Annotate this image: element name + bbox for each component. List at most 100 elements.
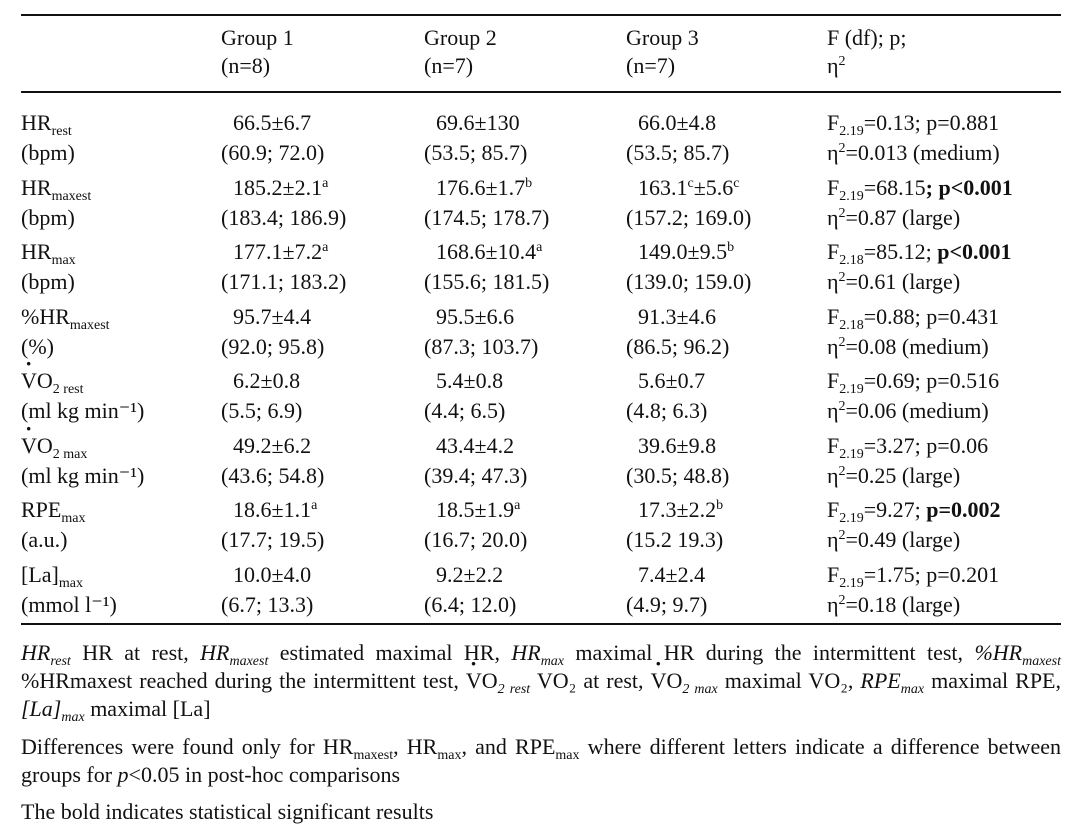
group-letter: b bbox=[716, 498, 724, 513]
eta-sup: 2 bbox=[838, 141, 846, 156]
variable-sub: maxest bbox=[51, 188, 92, 204]
variable-cell: %HRmaxest (%) bbox=[21, 302, 110, 362]
f-df: 2.19 bbox=[839, 382, 864, 397]
abbr-desc: VO₂ at rest, bbox=[530, 668, 651, 693]
group3-cell: 66.0±4.8 (53.5; 85.7) bbox=[626, 108, 729, 168]
group-letter: c bbox=[733, 175, 740, 191]
abbr-sub: rest bbox=[50, 654, 71, 669]
group-letter: b bbox=[525, 175, 533, 191]
group-ci: (30.5; 48.8) bbox=[626, 462, 730, 488]
header-n: (n=8) bbox=[221, 53, 271, 78]
bold-note: The bold indicates statistical significa… bbox=[21, 798, 1061, 826]
group-mean: 95.7±4.4 bbox=[233, 303, 312, 329]
group-ci: (171.1; 183.2) bbox=[221, 269, 347, 294]
group2-cell: 9.2±2.2 (6.4; 12.0) bbox=[424, 560, 516, 620]
f-value: =0.69; p=0.516 bbox=[863, 368, 1000, 393]
variable-sub: max bbox=[51, 253, 76, 268]
header-group-1: Group 1 (n=8) bbox=[221, 24, 294, 80]
group3-cell: 5.6±0.7 (4.8; 6.3) bbox=[626, 366, 707, 426]
group1-cell: 6.2±0.8 (5.5; 6.9) bbox=[221, 366, 302, 426]
header-group-2: Group 2 (n=7) bbox=[424, 24, 497, 80]
variable-cell: HRmax (bpm) bbox=[21, 237, 76, 297]
eta-value: =0.013 (medium) bbox=[845, 140, 1000, 165]
eta-value: =0.87 (large) bbox=[845, 204, 961, 230]
variable-name: RPE bbox=[21, 497, 62, 522]
variable-name: HR bbox=[21, 110, 52, 135]
group-mean: 39.6±9.8 bbox=[638, 432, 717, 458]
abbr-desc: estimated maximal HR, bbox=[268, 640, 512, 665]
header-label: Group 1 bbox=[221, 25, 294, 50]
abbr-term: HR bbox=[21, 640, 51, 665]
f-symbol: F bbox=[827, 303, 840, 329]
f-df: 2.19 bbox=[839, 575, 864, 591]
stats-cell: F2.19=0.13; p=0.881 η2=0.013 (medium) bbox=[827, 108, 1000, 168]
header-n: (n=7) bbox=[626, 53, 676, 78]
abbr-desc: maximal RPE, bbox=[924, 668, 1061, 693]
group3-cell: 91.3±4.6 (86.5; 96.2) bbox=[626, 302, 729, 362]
group-mean: 91.3±4.6 bbox=[638, 303, 717, 329]
eta-symbol: η bbox=[827, 140, 839, 165]
header-label: Group 3 bbox=[626, 25, 699, 50]
abbr-term: %HR bbox=[974, 640, 1023, 665]
table-row: HRmaxest (bpm) 185.2±2.1a (183.4; 186.9) 176… bbox=[21, 173, 1061, 237]
variable-cell: HRmaxest (bpm) bbox=[21, 173, 91, 233]
variable-unit: (a.u.) bbox=[21, 527, 68, 552]
p-significant: ; p<0.001 bbox=[925, 174, 1013, 200]
eta-value: =0.08 (medium) bbox=[845, 333, 989, 359]
f-df: 2.19 bbox=[839, 511, 864, 526]
group1-cell: 177.1±7.2a (171.1; 183.2) bbox=[221, 237, 346, 297]
group1-cell: 185.2±2.1a (183.4; 186.9) bbox=[221, 173, 346, 233]
variable-cell: HRrest (bpm) bbox=[21, 108, 75, 168]
p-significant: p<0.001 bbox=[937, 239, 1012, 264]
group-mean: 185.2±2.1 bbox=[233, 174, 323, 200]
group-letter: b bbox=[727, 240, 735, 255]
abbr-sub: 2 max bbox=[682, 682, 718, 697]
eta-symbol: η bbox=[827, 204, 839, 230]
group-mean: 163.1 bbox=[638, 174, 688, 200]
group-ci: (16.7; 20.0) bbox=[424, 527, 528, 552]
group-mean: 5.4±0.8 bbox=[436, 368, 504, 393]
variable-sub: max bbox=[61, 511, 86, 526]
variable-cell: RPEmax (a.u.) bbox=[21, 495, 85, 555]
note-sub: max bbox=[555, 748, 580, 763]
f-df: 2.18 bbox=[839, 253, 864, 268]
group-mean: 66.0±4.8 bbox=[638, 110, 717, 135]
group-mean: 43.4±4.2 bbox=[436, 432, 515, 458]
note-text: , HR bbox=[393, 734, 438, 759]
group-letter: a bbox=[322, 175, 329, 191]
f-value: =85.12; bbox=[863, 239, 938, 264]
note-text: , and RPE bbox=[461, 734, 556, 759]
f-symbol: F bbox=[827, 432, 840, 458]
variable-sub: max bbox=[58, 575, 83, 591]
group2-cell: 69.6±130 (53.5; 85.7) bbox=[424, 108, 527, 168]
f-df: 2.19 bbox=[839, 446, 864, 462]
abbr-desc: maximal HR during the intermittent test, bbox=[564, 640, 975, 665]
f-df: 2.19 bbox=[839, 188, 864, 204]
f-value: =0.88; p=0.431 bbox=[863, 303, 1000, 329]
abbr-term: HR bbox=[200, 640, 230, 665]
variable-name: %HR bbox=[21, 303, 70, 329]
eta-symbol: η bbox=[827, 527, 839, 552]
eta-value: =0.06 (medium) bbox=[845, 398, 989, 423]
abbr-term: HR bbox=[511, 640, 541, 665]
group-ci: (157.2; 169.0) bbox=[626, 204, 752, 230]
group-mean: 18.5±1.9 bbox=[436, 497, 515, 522]
note-sub: maxest bbox=[353, 748, 394, 763]
group-ci: (43.6; 54.8) bbox=[221, 462, 325, 488]
group-mean: 95.5±6.6 bbox=[436, 303, 515, 329]
differences-note: Differences were found only for HRmaxest… bbox=[21, 733, 1061, 789]
f-value: =0.13; p=0.881 bbox=[863, 110, 1000, 135]
group-mean: 49.2±6.2 bbox=[233, 432, 312, 458]
group3-cell: 7.4±2.4 (4.9; 9.7) bbox=[626, 560, 707, 620]
group3-cell: 17.3±2.2b (15.2 19.3) bbox=[626, 495, 723, 555]
eta-value: =0.49 (large) bbox=[845, 527, 961, 552]
f-symbol: F bbox=[827, 497, 840, 522]
stats-cell: F2.18=85.12; p<0.001 η2=0.61 (large) bbox=[827, 237, 1012, 297]
group-mean: 18.6±1.1 bbox=[233, 497, 312, 522]
header-group-3: Group 3 (n=7) bbox=[626, 24, 699, 80]
f-symbol: F bbox=[827, 239, 840, 264]
eta-symbol: η bbox=[827, 398, 839, 423]
group3-cell: 39.6±9.8 (30.5; 48.8) bbox=[626, 431, 729, 491]
group-ci: (60.9; 72.0) bbox=[221, 140, 325, 165]
header-eta-sup: 2 bbox=[838, 54, 846, 69]
